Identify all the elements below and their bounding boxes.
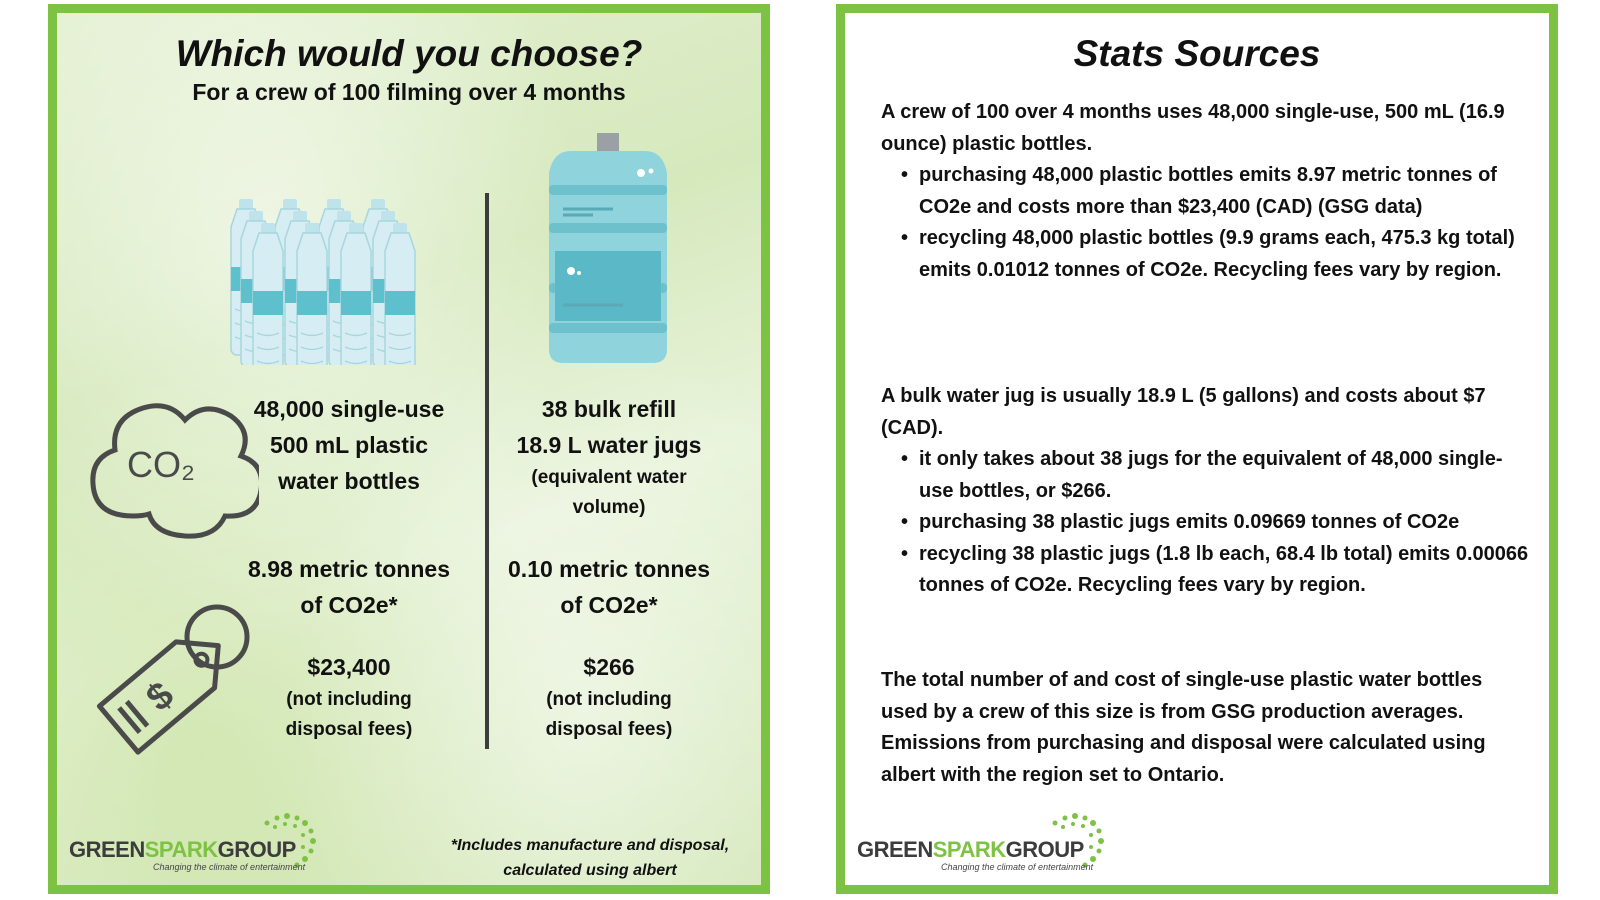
co2-icon-label: CO₂ bbox=[127, 444, 195, 485]
stats-p2-bullet: recycling 38 plastic jugs (1.8 lb each, … bbox=[901, 539, 1531, 602]
co2-cloud-icon: CO₂ bbox=[90, 403, 259, 539]
logo-green: GREEN bbox=[69, 837, 145, 862]
bottles-emissions: 8.98 metric tonnes of CO2e* bbox=[229, 551, 469, 623]
bottles-description: 48,000 single-use 500 mL plastic water b… bbox=[229, 391, 469, 499]
logo-spark: SPARK bbox=[932, 837, 1006, 862]
footnote-line-2: calculated using albert bbox=[503, 862, 677, 879]
jugs-note-2: volume) bbox=[572, 497, 646, 518]
stats-p2-list: it only takes about 38 jugs for the equi… bbox=[901, 444, 1531, 602]
jugs-description: 38 bulk refill 18.9 L water jugs (equiva… bbox=[487, 391, 731, 523]
bottles-line-1: 48,000 single-use bbox=[253, 396, 445, 422]
footnote-line-1: *Includes manufacture and disposal, bbox=[450, 837, 730, 854]
stats-p2-bullet: purchasing 38 plastic jugs emits 0.09669… bbox=[901, 507, 1531, 539]
logo-green: GREEN bbox=[857, 837, 933, 862]
stats-p2-text: A bulk water jug is usually 18.9 L (5 ga… bbox=[881, 385, 1486, 439]
stats-paragraph-3: The total number of and cost of single-u… bbox=[881, 669, 1486, 786]
greenspark-logo: GREENSPARKGROUP Changing the climate of … bbox=[857, 813, 1117, 873]
jugs-note-1: (equivalent water bbox=[531, 467, 687, 488]
jugs-line-2: 18.9 L water jugs bbox=[516, 432, 702, 458]
greenspark-logo: GREENSPARKGROUP Changing the climate of … bbox=[69, 813, 329, 873]
stats-p1-bullet: recycling 48,000 plastic bottles (9.9 gr… bbox=[901, 223, 1531, 286]
comparison-panel: Which would you choose? For a crew of 10… bbox=[48, 4, 770, 894]
stats-title: Stats Sources bbox=[1073, 33, 1321, 74]
stats-paragraph-1: A crew of 100 over 4 months uses 48,000 … bbox=[881, 97, 1531, 286]
stats-sources-panel: Stats Sources A crew of 100 over 4 month… bbox=[836, 4, 1558, 894]
panel-title: Which would you choose? bbox=[175, 33, 643, 74]
jugs-emissions: 0.10 metric tonnes of CO2e* bbox=[487, 551, 731, 623]
bottles-cost-note-2: disposal fees) bbox=[285, 719, 413, 740]
price-tag-icon: $ bbox=[96, 604, 250, 755]
bottles-cost-value: $23,400 bbox=[307, 654, 391, 680]
footnote: *Includes manufacture and disposal, calc… bbox=[445, 833, 735, 883]
logo-tagline: Changing the climate of entertainment bbox=[941, 862, 1094, 872]
water-bottles-icon bbox=[230, 199, 416, 365]
jugs-emissions-line-2: of CO2e* bbox=[560, 592, 658, 618]
bottles-cost: $23,400 (not including disposal fees) bbox=[229, 649, 469, 745]
jugs-cost: $266 (not including disposal fees) bbox=[487, 649, 731, 745]
panel-subtitle: For a crew of 100 filming over 4 months bbox=[192, 79, 626, 105]
bottles-line-2: 500 mL plastic bbox=[269, 432, 429, 458]
spark-logo-icon bbox=[1052, 813, 1104, 868]
spark-logo-icon bbox=[264, 813, 316, 868]
stats-paragraph-2: A bulk water jug is usually 18.9 L (5 ga… bbox=[881, 381, 1531, 602]
logo-spark: SPARK bbox=[144, 837, 218, 862]
jugs-cost-note-1: (not including bbox=[546, 689, 672, 710]
stats-p2-bullet: it only takes about 38 jugs for the equi… bbox=[901, 444, 1531, 507]
stats-p1-bullet: purchasing 48,000 plastic bottles emits … bbox=[901, 160, 1531, 223]
bottles-emissions-line-1: 8.98 metric tonnes bbox=[248, 556, 450, 582]
stats-p1-text: A crew of 100 over 4 months uses 48,000 … bbox=[881, 101, 1505, 155]
stats-p1-list: purchasing 48,000 plastic bottles emits … bbox=[901, 160, 1531, 286]
jugs-emissions-line-1: 0.10 metric tonnes bbox=[508, 556, 710, 582]
logo-group: GROUP bbox=[217, 837, 297, 862]
jugs-cost-note-2: disposal fees) bbox=[545, 719, 673, 740]
water-jug-icon bbox=[549, 133, 667, 363]
column-divider bbox=[485, 193, 489, 749]
jugs-cost-value: $266 bbox=[583, 654, 635, 680]
bottles-cost-note-1: (not including bbox=[286, 689, 412, 710]
bottles-emissions-line-2: of CO2e* bbox=[300, 592, 398, 618]
logo-group: GROUP bbox=[1005, 837, 1085, 862]
logo-tagline: Changing the climate of entertainment bbox=[153, 862, 306, 872]
svg-text:$: $ bbox=[139, 674, 182, 720]
jugs-line-1: 38 bulk refill bbox=[541, 396, 677, 422]
bottles-line-3: water bottles bbox=[278, 468, 420, 494]
